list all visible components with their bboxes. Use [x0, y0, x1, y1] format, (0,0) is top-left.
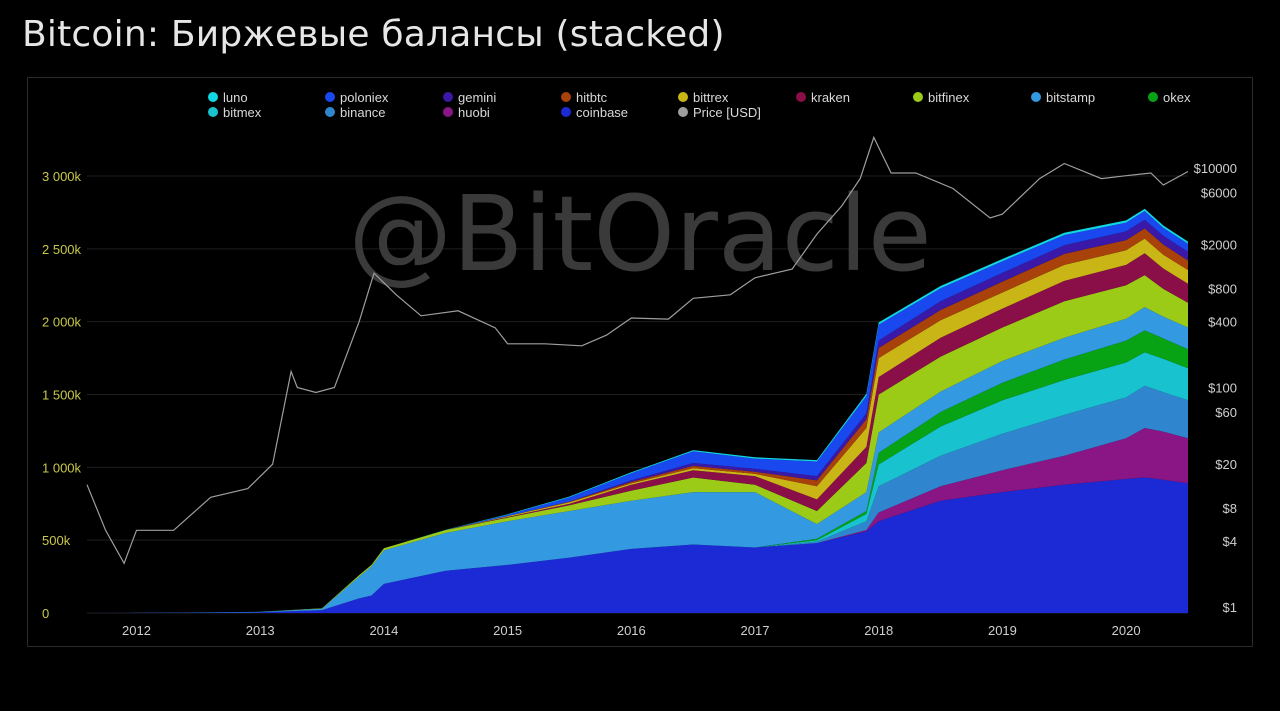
- x-tick-label: 2018: [864, 623, 893, 638]
- legend-item-hitbtc[interactable]: hitbtc: [561, 90, 608, 105]
- legend-label: bitstamp: [1046, 90, 1095, 105]
- legend-swatch: [208, 107, 218, 117]
- x-tick-label: 2017: [741, 623, 770, 638]
- x-tick-label: 2012: [122, 623, 151, 638]
- legend-label: coinbase: [576, 105, 628, 120]
- legend-label: huobi: [458, 105, 490, 120]
- stacked-areas: [87, 208, 1188, 614]
- area-okex: [87, 330, 1188, 613]
- legend-swatch: [561, 107, 571, 117]
- y-right-tick-label: $60: [1215, 405, 1237, 420]
- legend-item-coinbase[interactable]: coinbase: [561, 105, 628, 120]
- legend-swatch: [325, 92, 335, 102]
- area-bittrex: [87, 238, 1188, 613]
- y-right-tick-label: $100: [1208, 381, 1237, 396]
- y-right-tick-label: $10000: [1194, 161, 1237, 176]
- legend-label: poloniex: [340, 90, 389, 105]
- y-right-tick-label: $8: [1223, 501, 1237, 516]
- legend-item-price-usd-[interactable]: Price [USD]: [678, 105, 761, 120]
- y-right-tick-label: $20: [1215, 457, 1237, 472]
- legend-item-bitmex[interactable]: bitmex: [208, 105, 262, 120]
- chart-frame: [27, 77, 1253, 647]
- area-bitfinex: [87, 275, 1188, 613]
- legend-swatch: [443, 107, 453, 117]
- legend-swatch: [1148, 92, 1158, 102]
- area-poloniex: [87, 211, 1188, 613]
- legend-swatch: [1031, 92, 1041, 102]
- legend-label: hitbtc: [576, 90, 608, 105]
- watermark-text: @BitOracle: [348, 173, 931, 295]
- legend-label: Price [USD]: [693, 105, 761, 120]
- legend[interactable]: luno poloniex gemini hitbtc bittrex kraken bit…: [208, 90, 1191, 120]
- legend-label: bitmex: [223, 105, 262, 120]
- legend-item-binance[interactable]: binance: [325, 105, 386, 120]
- legend-swatch: [443, 92, 453, 102]
- area-coinbase: [87, 477, 1188, 613]
- legend-swatch: [678, 92, 688, 102]
- y-left-tick-label: 0: [42, 606, 49, 621]
- legend-swatch: [208, 92, 218, 102]
- legend-label: gemini: [458, 90, 496, 105]
- legend-item-luno[interactable]: luno: [208, 90, 248, 105]
- y-left-tick-label: 2 000k: [42, 315, 82, 330]
- area-bitstamp: [87, 307, 1188, 613]
- y-left-tick-label: 500k: [42, 533, 71, 548]
- x-tick-label: 2019: [988, 623, 1017, 638]
- x-tick-label: 2016: [617, 623, 646, 638]
- y-right-tick-label: $2000: [1201, 238, 1237, 253]
- price-line-group: [86, 135, 1189, 565]
- y-right-tick-label: $1: [1223, 600, 1237, 615]
- legend-item-bitfinex[interactable]: bitfinex: [913, 90, 970, 105]
- legend-swatch: [678, 107, 688, 117]
- y-right-tick-label: $400: [1208, 314, 1237, 329]
- legend-item-bittrex[interactable]: bittrex: [678, 90, 729, 105]
- legend-label: bittrex: [693, 90, 729, 105]
- legend-item-okex[interactable]: okex: [1148, 90, 1191, 105]
- x-tick-label: 2020: [1112, 623, 1141, 638]
- x-tick-label: 2015: [493, 623, 522, 638]
- price-line: [86, 135, 1189, 565]
- legend-label: luno: [223, 90, 248, 105]
- legend-swatch: [561, 92, 571, 102]
- legend-item-bitstamp[interactable]: bitstamp: [1031, 90, 1095, 105]
- x-tick-label: 2013: [246, 623, 275, 638]
- legend-item-kraken[interactable]: kraken: [796, 90, 850, 105]
- area-bitmex: [87, 352, 1188, 613]
- legend-swatch: [325, 107, 335, 117]
- y-left-tick-label: 1 500k: [42, 388, 82, 403]
- legend-item-poloniex[interactable]: poloniex: [325, 90, 389, 105]
- area-kraken: [87, 253, 1188, 613]
- y-left-tick-label: 1 000k: [42, 460, 82, 475]
- legend-label: kraken: [811, 90, 850, 105]
- legend-label: bitfinex: [928, 90, 970, 105]
- y-left-tick-label: 3 000k: [42, 169, 82, 184]
- legend-label: binance: [340, 105, 386, 120]
- legend-swatch: [796, 92, 806, 102]
- y-left-tick-label: 2 500k: [42, 242, 82, 257]
- legend-label: okex: [1163, 90, 1191, 105]
- y-right-tick-label: $6000: [1201, 185, 1237, 200]
- x-axis: 2012 2013 2014 2015 2016 2017 2018 2019 2020: [122, 623, 1141, 638]
- y-axis-left: 0 500k 1 000k 1 500k 2 000k 2 500k 3 000k: [42, 169, 82, 621]
- y-right-tick-label: $4: [1223, 534, 1237, 549]
- y-axis-right: $1 $4 $8 $20 $60 $100 $400 $800 $2000 $6000 $10000: [1194, 161, 1237, 615]
- page-title: Bitcoin: Биржевые балансы (stacked): [22, 14, 725, 55]
- legend-item-gemini[interactable]: gemini: [443, 90, 496, 105]
- y-right-tick-label: $800: [1208, 281, 1237, 296]
- legend-item-huobi[interactable]: huobi: [443, 105, 490, 120]
- legend-swatch: [913, 92, 923, 102]
- x-tick-label: 2014: [369, 623, 398, 638]
